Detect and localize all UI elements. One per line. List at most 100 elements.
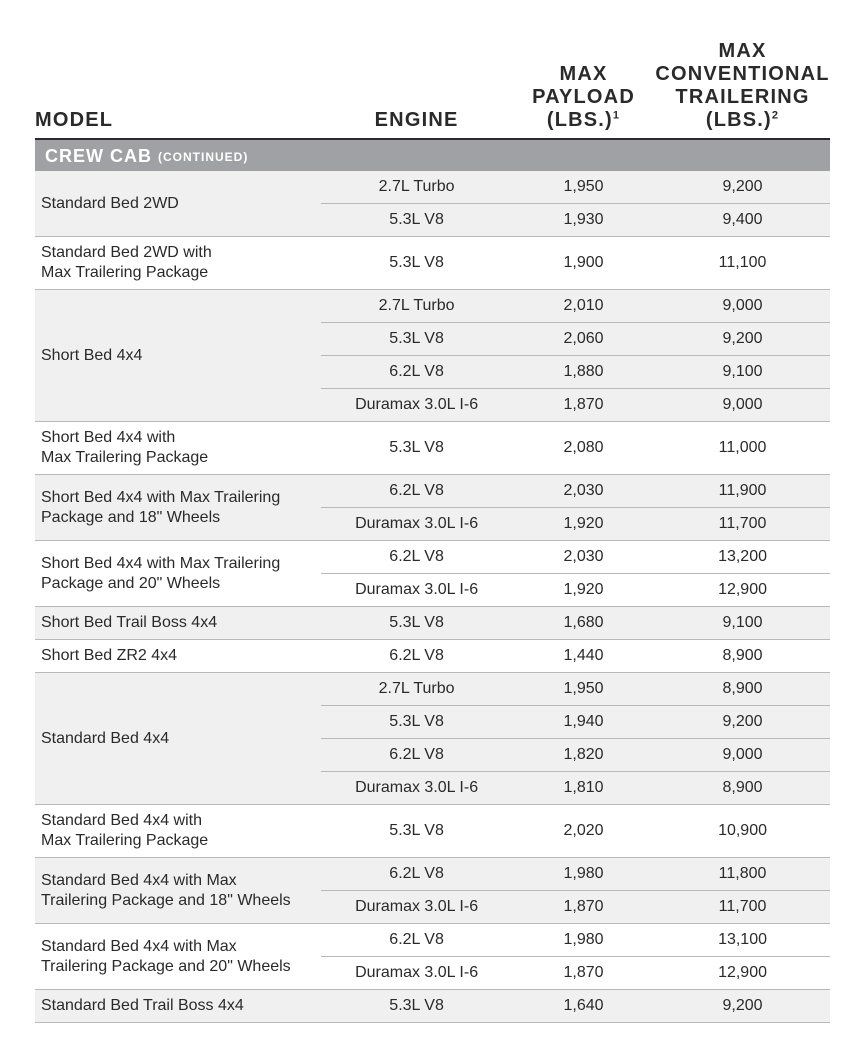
- trailer-cell: 9,000: [655, 739, 830, 772]
- table-header: MODEL ENGINE MAX PAYLOAD (LBS.)1 MAX CON…: [35, 40, 830, 139]
- table-row: Short Bed ZR2 4x46.2L V81,4408,900: [35, 640, 830, 673]
- payload-cell: 1,950: [512, 673, 655, 706]
- engine-cell: Duramax 3.0L I-6: [321, 957, 512, 990]
- header-trailer-l1: MAX: [719, 40, 767, 62]
- model-cell: Standard Bed 4x4: [35, 673, 321, 805]
- header-trailer-sup: 2: [772, 109, 779, 121]
- trailer-cell: 9,000: [655, 389, 830, 422]
- engine-cell: Duramax 3.0L I-6: [321, 891, 512, 924]
- table-row: Standard Bed 2WD2.7L Turbo1,9509,200: [35, 171, 830, 204]
- engine-cell: 5.3L V8: [321, 323, 512, 356]
- header-trailer-l2: CONVENTIONAL: [655, 63, 829, 85]
- payload-cell: 1,920: [512, 574, 655, 607]
- table-row: Standard Bed 4x4 withMax Trailering Pack…: [35, 805, 830, 858]
- section-header-row: CREW CAB (CONTINUED): [35, 139, 830, 171]
- payload-cell: 1,870: [512, 891, 655, 924]
- payload-cell: 1,820: [512, 739, 655, 772]
- engine-cell: 2.7L Turbo: [321, 171, 512, 204]
- engine-cell: 5.3L V8: [321, 607, 512, 640]
- trailer-cell: 9,100: [655, 607, 830, 640]
- payload-cell: 1,980: [512, 858, 655, 891]
- engine-cell: Duramax 3.0L I-6: [321, 389, 512, 422]
- payload-cell: 2,020: [512, 805, 655, 858]
- payload-cell: 1,950: [512, 171, 655, 204]
- table-row: Standard Bed 4x4 with MaxTrailering Pack…: [35, 924, 830, 957]
- trailer-cell: 9,200: [655, 171, 830, 204]
- engine-cell: 6.2L V8: [321, 640, 512, 673]
- section-header-cell: CREW CAB (CONTINUED): [35, 139, 830, 171]
- trailer-cell: 8,900: [655, 640, 830, 673]
- header-payload-l2: PAYLOAD: [532, 86, 635, 108]
- table-row: Standard Bed 4x42.7L Turbo1,9508,900: [35, 673, 830, 706]
- trailer-cell: 9,200: [655, 706, 830, 739]
- table-row: Standard Bed 4x4 with MaxTrailering Pack…: [35, 858, 830, 891]
- engine-cell: 6.2L V8: [321, 739, 512, 772]
- trailer-cell: 13,200: [655, 541, 830, 574]
- engine-cell: 6.2L V8: [321, 356, 512, 389]
- engine-cell: 5.3L V8: [321, 706, 512, 739]
- header-payload-l3: (LBS.): [547, 109, 613, 131]
- trailer-cell: 11,900: [655, 475, 830, 508]
- table-row: Short Bed 4x4 with Max TraileringPackage…: [35, 541, 830, 574]
- engine-cell: 6.2L V8: [321, 924, 512, 957]
- model-cell: Short Bed Trail Boss 4x4: [35, 607, 321, 640]
- header-payload-l1: MAX: [560, 63, 608, 85]
- engine-cell: 5.3L V8: [321, 805, 512, 858]
- table-row: Standard Bed 2WD withMax Trailering Pack…: [35, 237, 830, 290]
- trailer-cell: 9,400: [655, 204, 830, 237]
- payload-cell: 2,080: [512, 422, 655, 475]
- payload-cell: 1,920: [512, 508, 655, 541]
- table-row: Standard Bed Trail Boss 4x45.3L V81,6409…: [35, 990, 830, 1023]
- model-cell: Standard Bed 2WD: [35, 171, 321, 237]
- payload-cell: 1,640: [512, 990, 655, 1023]
- trailer-cell: 11,700: [655, 891, 830, 924]
- payload-cell: 2,030: [512, 541, 655, 574]
- trailer-cell: 12,900: [655, 574, 830, 607]
- engine-cell: 5.3L V8: [321, 990, 512, 1023]
- payload-cell: 2,010: [512, 290, 655, 323]
- engine-cell: 5.3L V8: [321, 204, 512, 237]
- section-title: CREW CAB: [45, 146, 152, 166]
- trailer-cell: 9,200: [655, 323, 830, 356]
- trailer-cell: 11,700: [655, 508, 830, 541]
- trailer-cell: 11,100: [655, 237, 830, 290]
- engine-cell: Duramax 3.0L I-6: [321, 772, 512, 805]
- section-continued: (CONTINUED): [158, 150, 248, 164]
- payload-cell: 1,870: [512, 389, 655, 422]
- payload-cell: 1,680: [512, 607, 655, 640]
- model-cell: Short Bed 4x4 withMax Trailering Package: [35, 422, 321, 475]
- model-cell: Standard Bed 4x4 withMax Trailering Pack…: [35, 805, 321, 858]
- trailer-cell: 9,200: [655, 990, 830, 1023]
- header-trailer-l3: TRAILERING (LBS.): [675, 86, 809, 131]
- model-cell: Short Bed ZR2 4x4: [35, 640, 321, 673]
- payload-cell: 2,030: [512, 475, 655, 508]
- table-row: Short Bed Trail Boss 4x45.3L V81,6809,10…: [35, 607, 830, 640]
- trailer-cell: 12,900: [655, 957, 830, 990]
- engine-cell: 6.2L V8: [321, 858, 512, 891]
- payload-cell: 2,060: [512, 323, 655, 356]
- trailer-cell: 8,900: [655, 772, 830, 805]
- header-engine: ENGINE: [321, 40, 512, 139]
- engine-cell: 5.3L V8: [321, 237, 512, 290]
- engine-cell: Duramax 3.0L I-6: [321, 508, 512, 541]
- trailer-cell: 13,100: [655, 924, 830, 957]
- model-cell: Standard Bed Trail Boss 4x4: [35, 990, 321, 1023]
- payload-cell: 1,940: [512, 706, 655, 739]
- table-row: Short Bed 4x4 with Max TraileringPackage…: [35, 475, 830, 508]
- trailer-cell: 11,800: [655, 858, 830, 891]
- payload-cell: 1,980: [512, 924, 655, 957]
- engine-cell: 2.7L Turbo: [321, 290, 512, 323]
- model-cell: Standard Bed 2WD withMax Trailering Pack…: [35, 237, 321, 290]
- model-cell: Standard Bed 4x4 with MaxTrailering Pack…: [35, 858, 321, 924]
- payload-cell: 1,440: [512, 640, 655, 673]
- table-row: Short Bed 4x4 withMax Trailering Package…: [35, 422, 830, 475]
- engine-cell: 6.2L V8: [321, 541, 512, 574]
- model-cell: Short Bed 4x4: [35, 290, 321, 422]
- trailer-cell: 10,900: [655, 805, 830, 858]
- header-payload-sup: 1: [613, 109, 620, 121]
- table-row: Short Bed 4x42.7L Turbo2,0109,000: [35, 290, 830, 323]
- trailer-cell: 11,000: [655, 422, 830, 475]
- engine-cell: 6.2L V8: [321, 475, 512, 508]
- model-cell: Standard Bed 4x4 with MaxTrailering Pack…: [35, 924, 321, 990]
- engine-cell: 2.7L Turbo: [321, 673, 512, 706]
